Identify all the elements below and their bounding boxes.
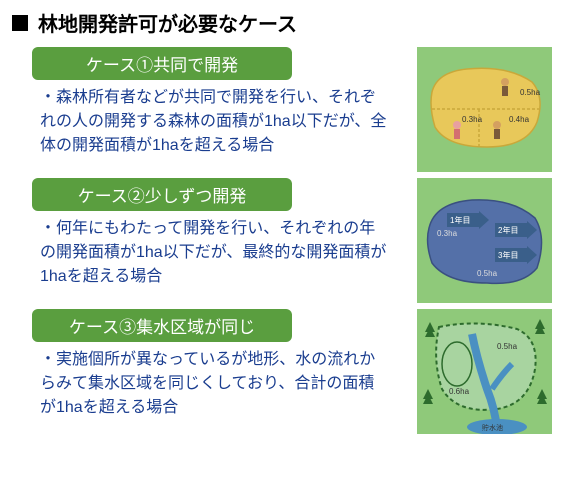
case-3-body: ・実施個所が異なっているが地形、水の流れからみて集水区域を同じくしており、合計の… <box>32 348 392 424</box>
title-bullet <box>12 15 28 31</box>
page-title: 林地開発許可が必要なケース <box>38 8 297 37</box>
label-04ha: 0.4ha <box>509 115 530 124</box>
case-1-header: ケース①共同で開発 <box>32 47 292 80</box>
svg-text:1年目: 1年目 <box>450 215 470 225</box>
svg-text:2年目: 2年目 <box>498 225 518 235</box>
svg-text:0.5ha: 0.5ha <box>477 269 498 278</box>
case-2-body: ・何年にもわたって開発を行い、それぞれの年の開発面積が1ha以下だが、最終的な開… <box>32 217 392 293</box>
case-3-left: ケース③集水区域が同じ ・実施個所が異なっているが地形、水の流れからみて集水区域… <box>32 309 407 424</box>
case-1: ケース①共同で開発 ・森林所有者などが共同で開発を行い、それぞれの人の開発する森… <box>32 47 552 172</box>
label-05ha: 0.5ha <box>520 88 541 97</box>
case-2-left: ケース②少しずつ開発 ・何年にもわたって開発を行い、それぞれの年の開発面積が1h… <box>32 178 407 293</box>
svg-text:0.5ha: 0.5ha <box>497 342 518 351</box>
case-2-header: ケース②少しずつ開発 <box>32 178 292 211</box>
svg-text:3年目: 3年目 <box>498 250 518 260</box>
case-1-illustration: 0.5ha 0.3ha 0.4ha <box>417 47 552 172</box>
case-2: ケース②少しずつ開発 ・何年にもわたって開発を行い、それぞれの年の開発面積が1h… <box>32 178 552 303</box>
svg-text:0.3ha: 0.3ha <box>437 229 458 238</box>
case-1-body: ・森林所有者などが共同で開発を行い、それぞれの人の開発する森林の面積が1ha以下… <box>32 86 392 162</box>
title-row: 林地開発許可が必要なケース <box>12 8 552 37</box>
svg-text:貯水池: 貯水池 <box>482 423 503 432</box>
case-3: ケース③集水区域が同じ ・実施個所が異なっているが地形、水の流れからみて集水区域… <box>32 309 552 434</box>
case-2-illustration: 1年目 2年目 3年目 0.3ha 0.5ha <box>417 178 552 303</box>
case-3-illustration: 貯水池 0.5ha 0.6ha <box>417 309 552 434</box>
case-3-header: ケース③集水区域が同じ <box>32 309 292 342</box>
svg-text:0.6ha: 0.6ha <box>449 387 470 396</box>
case-1-left: ケース①共同で開発 ・森林所有者などが共同で開発を行い、それぞれの人の開発する森… <box>32 47 407 162</box>
cases-list: ケース①共同で開発 ・森林所有者などが共同で開発を行い、それぞれの人の開発する森… <box>32 47 552 434</box>
label-03ha: 0.3ha <box>462 115 483 124</box>
